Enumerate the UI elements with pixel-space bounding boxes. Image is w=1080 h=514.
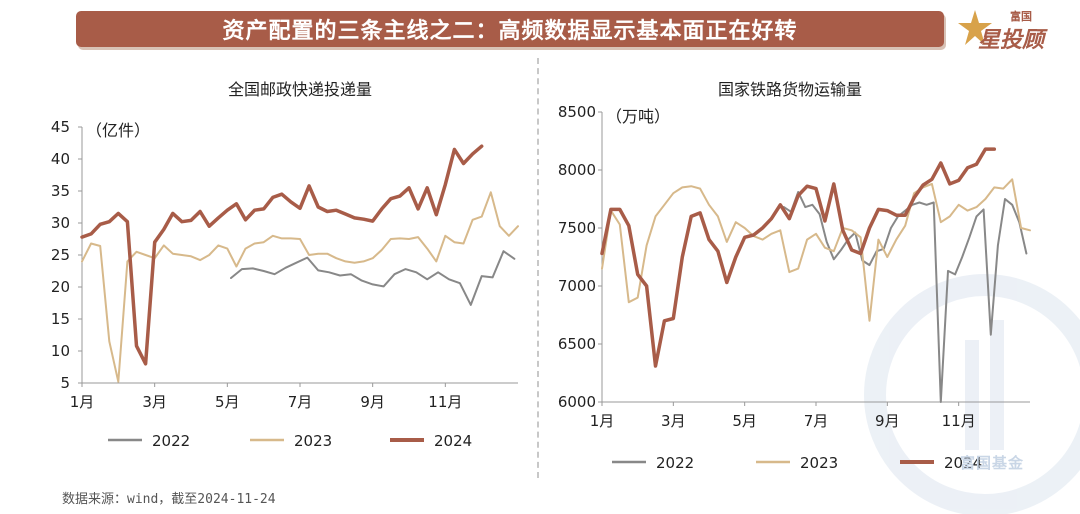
legend-label-2024: 2024 — [944, 454, 982, 472]
chart1-title: 全国邮政快递投递量 — [227, 80, 372, 99]
y-tick-label: 20 — [51, 278, 70, 296]
legend-label-2022: 2022 — [152, 432, 190, 450]
x-tick-label: 1月 — [70, 393, 95, 411]
y-tick-label: 10 — [51, 342, 70, 360]
x-tick-label: 3月 — [661, 412, 686, 430]
legend-label-2023: 2023 — [294, 432, 332, 450]
x-tick-label: 11月 — [428, 393, 462, 411]
x-tick-label: 7月 — [804, 412, 829, 430]
logo-small-text: 富国 — [1010, 10, 1032, 23]
x-tick-label: 1月 — [590, 412, 615, 430]
series-line-2024 — [80, 144, 484, 366]
watermark-text: 富国基金 — [960, 454, 1025, 472]
y-tick-label: 35 — [51, 182, 70, 200]
chart2-title: 国家铁路货物运输量 — [717, 80, 862, 99]
chart2-plot: 6000 6500 7000 7500 8000 8500 1月 3月 5月 7月 9月 11月 202… — [558, 103, 1031, 472]
x-tick-label: 3月 — [142, 393, 167, 411]
star-icon — [958, 10, 992, 45]
x-tick-label: 9月 — [360, 393, 385, 411]
legend-label-2023: 2023 — [800, 454, 838, 472]
legend-label-2024: 2024 — [434, 432, 472, 450]
banner-title: 资产配置的三条主线之二：高频数据显示基本面正在好转 — [76, 11, 944, 47]
y-tick-label: 6500 — [558, 335, 596, 353]
watermark-emblem — [864, 274, 1080, 514]
x-tick-label: 7月 — [288, 393, 313, 411]
data-source-note: 数据来源：wind，截至2024-11-24 — [62, 492, 276, 507]
series-line-2022 — [230, 250, 516, 306]
series-line-2023 — [601, 178, 1031, 322]
logo: 富国 星投顾 — [958, 4, 1068, 54]
x-tick-label: 11月 — [942, 412, 976, 430]
logo-big-text: 星投顾 — [978, 28, 1045, 53]
series-line-2024 — [600, 147, 997, 368]
y-tick-label: 8500 — [558, 103, 596, 121]
y-tick-label: 30 — [51, 214, 70, 232]
y-tick-label: 5 — [60, 374, 70, 392]
y-tick-label: 40 — [51, 150, 70, 168]
chart1-plot: 5 10 15 20 25 30 35 40 45 1月 3月 5月 7月 9月 11月 2022 2023 20… — [51, 118, 519, 450]
x-tick-label: 9月 — [875, 412, 900, 430]
y-tick-label: 25 — [51, 246, 70, 264]
y-tick-label: 15 — [51, 310, 70, 328]
chart1-unit: （亿件） — [86, 121, 151, 140]
y-tick-label: 8000 — [558, 161, 596, 179]
x-tick-label: 5月 — [215, 393, 240, 411]
y-tick-label: 7000 — [558, 277, 596, 295]
y-tick-label: 45 — [51, 118, 70, 136]
x-tick-label: 5月 — [732, 412, 757, 430]
chart-divider — [537, 58, 539, 478]
series-line-2022 — [782, 191, 1028, 403]
chart2-unit: （万吨） — [606, 107, 671, 126]
legend-label-2022: 2022 — [656, 454, 694, 472]
y-tick-label: 6000 — [558, 393, 596, 411]
y-tick-label: 7500 — [558, 219, 596, 237]
